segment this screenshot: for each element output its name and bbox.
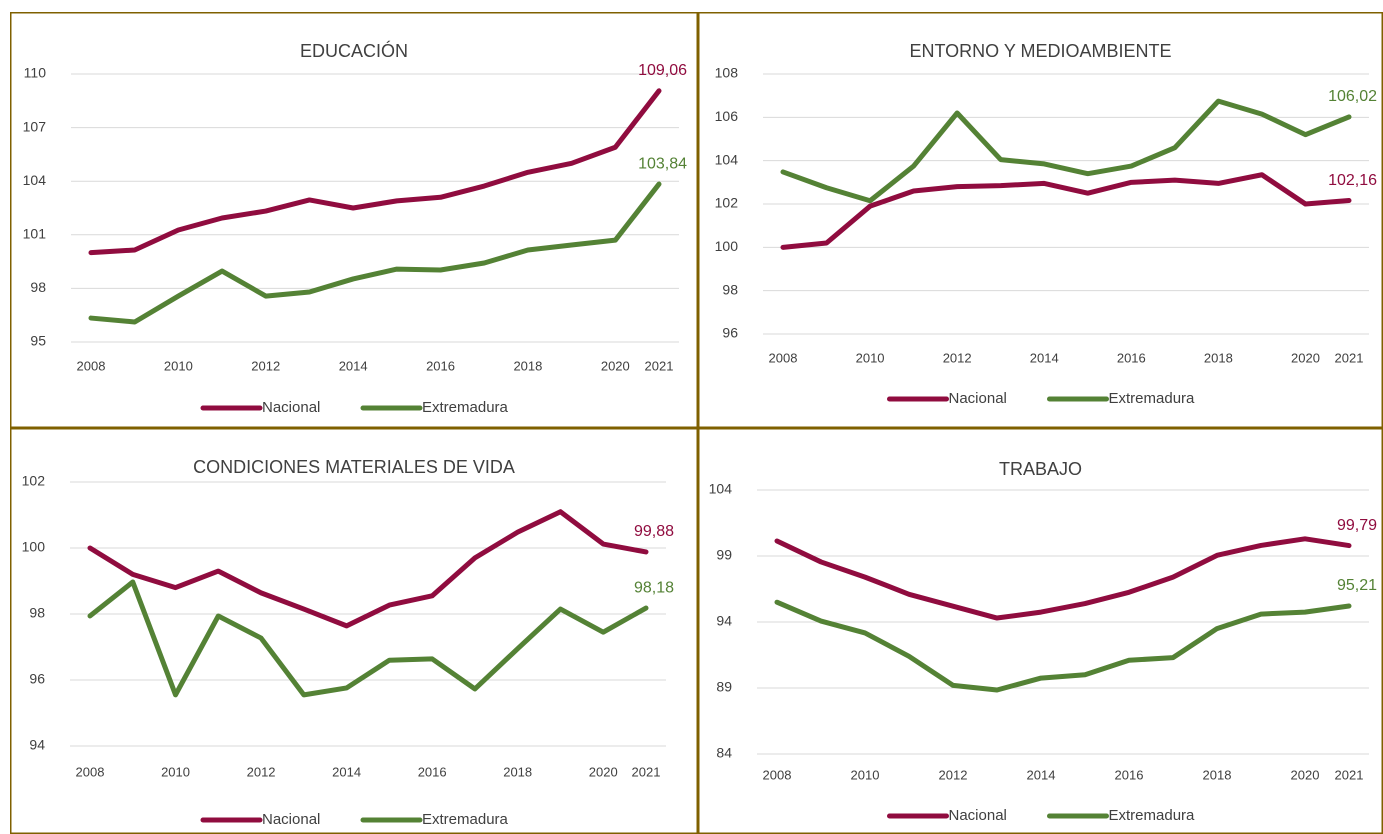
x-tick-label: 2016: [418, 764, 447, 779]
y-tick-label: 89: [716, 679, 732, 695]
x-tick-label: 2008: [763, 767, 792, 782]
y-tick-label: 96: [722, 325, 738, 341]
x-tick-label: 2014: [1027, 767, 1056, 782]
series-line: [774, 536, 1352, 621]
legend-label: Extremadura: [422, 811, 509, 828]
data-label: 99,79: [1337, 517, 1377, 534]
x-tick-label: 2010: [856, 350, 885, 365]
y-tick-label: 94: [29, 737, 45, 753]
data-label: 102,16: [1328, 172, 1377, 189]
chart-panel: TRABAJO 84 89 94 99 104 2008 2010 2012 2014 2016 20…: [698, 428, 1383, 834]
legend-label: Nacional: [262, 811, 320, 828]
y-tick-label: 104: [23, 172, 47, 188]
series-line: [87, 579, 649, 698]
x-tick-label: 2018: [1203, 767, 1232, 782]
y-tick-label: 98: [30, 279, 46, 295]
data-label: 103,84: [638, 155, 687, 172]
x-tick-label: 2012: [939, 767, 968, 782]
x-tick-label: 2016: [1115, 767, 1144, 782]
data-label: 98,18: [634, 579, 674, 596]
y-tick-label: 104: [709, 481, 733, 497]
x-tick-label: 2016: [1117, 350, 1146, 365]
chart-title: ENTORNO Y MEDIOAMBIENTE: [909, 41, 1171, 61]
y-tick-label: 102: [22, 473, 46, 489]
y-tick-label: 95: [30, 333, 46, 349]
legend-label: Extremadura: [1109, 390, 1196, 407]
y-tick-label: 104: [715, 151, 739, 167]
legend-label: Nacional: [262, 399, 320, 416]
panel-border: [698, 12, 1383, 428]
chart-title: EDUCACIÓN: [300, 40, 408, 61]
x-tick-label: 2008: [769, 350, 798, 365]
chart-panel: CONDICIONES MATERIALES DE VIDA 94 96 98 100 1…: [10, 428, 698, 834]
data-label: 95,21: [1337, 577, 1377, 594]
x-tick-label: 2008: [76, 764, 105, 779]
x-tick-label: 2010: [164, 358, 193, 373]
series-line: [780, 98, 1352, 204]
legend-label: Extremadura: [422, 399, 509, 416]
x-tick-label: 2018: [1204, 350, 1233, 365]
x-tick-label: 2010: [161, 764, 190, 779]
y-tick-label: 98: [722, 281, 738, 297]
y-tick-label: 106: [715, 108, 739, 124]
x-tick-label: 2021: [1335, 350, 1364, 365]
panel-border: [10, 428, 698, 834]
y-tick-label: 99: [716, 547, 732, 563]
x-tick-label: 2020: [589, 764, 618, 779]
legend-label: Nacional: [949, 807, 1007, 824]
chart-title: TRABAJO: [999, 459, 1082, 479]
series-line: [774, 599, 1352, 693]
series-line: [780, 172, 1352, 250]
x-tick-label: 2016: [426, 358, 455, 373]
x-tick-label: 2012: [943, 350, 972, 365]
x-tick-label: 2018: [513, 358, 542, 373]
y-tick-label: 102: [715, 195, 739, 211]
y-tick-label: 107: [23, 118, 47, 134]
x-tick-label: 2014: [339, 358, 368, 373]
series-line: [87, 509, 649, 629]
x-tick-label: 2010: [851, 767, 880, 782]
x-tick-label: 2014: [332, 764, 361, 779]
chart-panel: ENTORNO Y MEDIOAMBIENTE 96 98 100 102 104 106 1…: [698, 12, 1383, 428]
x-tick-label: 2020: [601, 358, 630, 373]
x-tick-label: 2018: [503, 764, 532, 779]
data-label: 99,88: [634, 523, 674, 540]
x-tick-label: 2008: [77, 358, 106, 373]
panel-border: [10, 12, 698, 428]
y-tick-label: 100: [715, 238, 739, 254]
y-tick-label: 108: [715, 65, 739, 81]
x-tick-label: 2020: [1291, 767, 1320, 782]
series-line: [88, 88, 662, 256]
y-tick-label: 84: [716, 745, 732, 761]
series-line: [88, 181, 662, 325]
chart-title: CONDICIONES MATERIALES DE VIDA: [193, 457, 515, 477]
x-tick-label: 2012: [251, 358, 280, 373]
x-tick-label: 2021: [1335, 767, 1364, 782]
x-tick-label: 2021: [645, 358, 674, 373]
x-tick-label: 2020: [1291, 350, 1320, 365]
panel-border: [698, 428, 1383, 834]
x-tick-label: 2021: [632, 764, 661, 779]
data-label: 106,02: [1328, 88, 1377, 105]
chart-panel: EDUCACIÓN 95 98 101 104 107 110 2008 2010 2012 201…: [10, 12, 698, 428]
data-label: 109,06: [638, 62, 687, 79]
y-tick-label: 110: [24, 65, 47, 81]
legend-label: Extremadura: [1109, 807, 1196, 824]
y-tick-label: 98: [29, 605, 45, 621]
y-tick-label: 96: [29, 671, 45, 687]
y-tick-label: 101: [23, 226, 47, 242]
x-tick-label: 2012: [247, 764, 276, 779]
y-tick-label: 100: [22, 539, 46, 555]
y-tick-label: 94: [716, 613, 732, 629]
legend-label: Nacional: [949, 390, 1007, 407]
x-tick-label: 2014: [1030, 350, 1059, 365]
